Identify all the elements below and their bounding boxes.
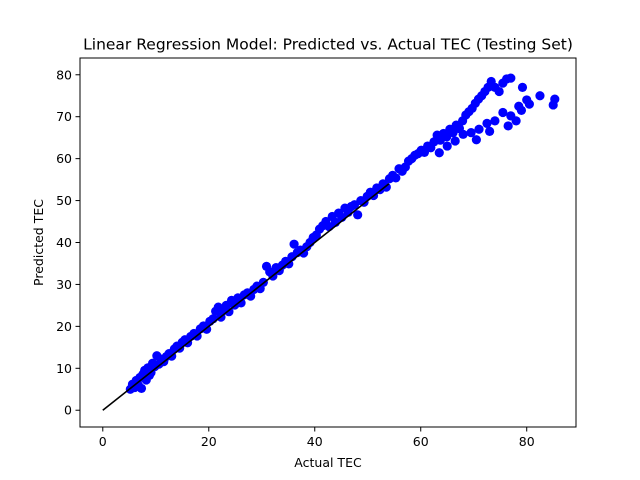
- scatter-point: [550, 94, 560, 104]
- scatter-point: [474, 124, 484, 134]
- scatter-point: [434, 148, 444, 158]
- scatter-point: [289, 239, 299, 249]
- scatter-point: [524, 99, 534, 109]
- reference-line: [102, 183, 390, 411]
- y-tick-label: 10: [56, 361, 72, 376]
- scatter-point: [482, 118, 492, 129]
- y-tick-label: 0: [64, 403, 72, 418]
- scatter-point: [503, 121, 513, 131]
- scatter-point: [494, 86, 504, 97]
- scatter-point: [490, 116, 500, 126]
- scatter-point: [506, 73, 516, 83]
- x-tick-label: 0: [99, 434, 107, 449]
- regression-line: [102, 183, 390, 411]
- scatter-point: [381, 182, 391, 192]
- scatter-points: [125, 73, 560, 394]
- scatter-point: [450, 136, 460, 146]
- scatter-point: [236, 298, 246, 308]
- scatter-point: [353, 210, 363, 220]
- scatter-point: [498, 107, 508, 118]
- x-tick-label: 40: [307, 434, 323, 449]
- y-tick-label: 20: [56, 319, 72, 334]
- x-axis: 0 20 40 60 80: [99, 427, 535, 449]
- scatter-point: [136, 383, 147, 394]
- scatter-point: [391, 173, 401, 183]
- y-axis: 0 10 20 30 40 50 60 70 80: [56, 67, 80, 418]
- chart-title: Linear Regression Model: Predicted vs. A…: [83, 36, 573, 54]
- scatter-point: [511, 116, 521, 126]
- y-tick-label: 60: [56, 151, 72, 166]
- y-tick-label: 40: [56, 235, 72, 250]
- x-axis-label: Actual TEC: [294, 455, 362, 470]
- scatter-point: [485, 126, 495, 136]
- y-tick-label: 30: [56, 277, 72, 292]
- scatter-point: [442, 141, 452, 151]
- scatter-point: [466, 128, 476, 138]
- scatter-point: [458, 129, 468, 139]
- scatter-point: [535, 91, 545, 101]
- scatter-point: [514, 101, 524, 111]
- y-axis-label: Predicted TEC: [31, 199, 46, 286]
- x-tick-label: 20: [201, 434, 217, 449]
- scatter-point: [517, 82, 528, 92]
- y-tick-label: 80: [56, 67, 72, 82]
- y-tick-label: 50: [56, 193, 72, 208]
- x-tick-label: 80: [519, 434, 535, 449]
- scatter-point: [471, 135, 481, 145]
- x-tick-label: 60: [413, 434, 429, 449]
- y-tick-label: 70: [56, 109, 72, 124]
